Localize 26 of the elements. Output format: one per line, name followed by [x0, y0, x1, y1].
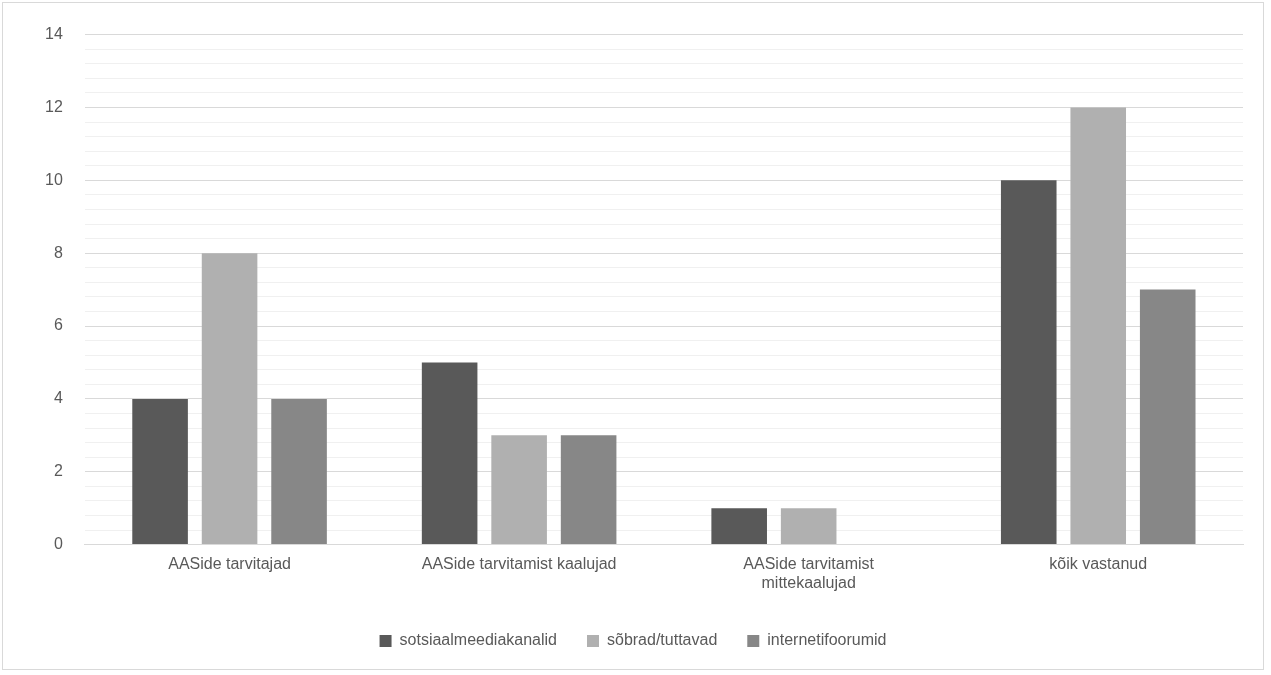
y-tick-label: 2 — [53, 462, 63, 480]
bar — [1139, 289, 1196, 545]
bar — [491, 435, 547, 545]
bar — [1070, 107, 1127, 545]
bar — [271, 398, 327, 545]
bar — [132, 398, 188, 545]
bar — [560, 435, 617, 545]
x-tick-label: AASide tarvitajad — [168, 554, 291, 572]
y-tick-label: 8 — [53, 243, 63, 261]
bar — [780, 508, 837, 545]
legend-label: sotsiaalmeediakanalid — [399, 631, 557, 649]
y-tick-label: 0 — [53, 535, 63, 553]
x-tick-label: AASide tarvitamist mittekaalujad — [743, 554, 875, 591]
y-tick-label: 14 — [45, 25, 63, 43]
x-tick-label: AASide tarvitamist kaalujad — [421, 554, 617, 572]
y-tick-label: 4 — [53, 389, 63, 407]
bar — [1000, 180, 1057, 545]
y-tick-label: 6 — [53, 316, 63, 334]
legend-label: sõbrad/tuttavad — [606, 631, 718, 649]
y-tick-label: 12 — [45, 97, 63, 115]
bar — [421, 362, 478, 545]
bar — [201, 253, 258, 545]
legend-label: internetifoorumid — [767, 631, 887, 649]
x-tick-label: kõik vastanud — [1049, 554, 1148, 572]
y-tick-label: 10 — [45, 170, 63, 188]
bar — [711, 508, 767, 545]
